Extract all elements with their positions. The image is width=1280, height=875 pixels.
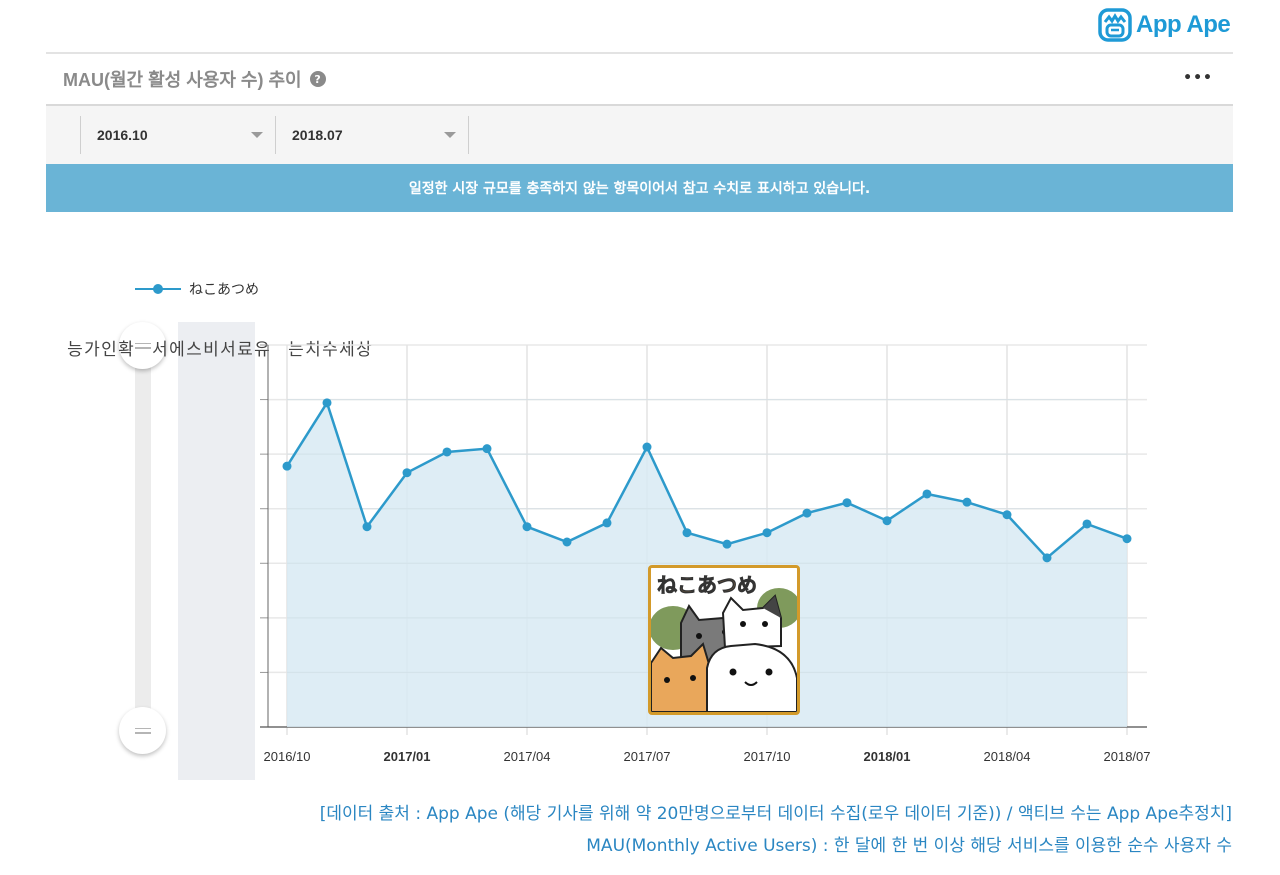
range-slider-track[interactable]	[135, 346, 151, 731]
data-point[interactable]: 2018/05	[1042, 553, 1052, 563]
more-dots-icon[interactable]: •••	[1183, 70, 1213, 86]
reference-notice-banner: 일정한 시장 규모를 충족하지 않는 항목이어서 참고 수치로 표시하고 있습니…	[46, 164, 1233, 212]
legend-label: ねこあつめ	[189, 282, 259, 298]
data-point[interactable]: 2018/02	[922, 489, 932, 499]
data-point[interactable]: 2018/04	[1002, 510, 1012, 520]
data-point[interactable]: 2017/03	[482, 444, 492, 454]
x-tick-label: 2018/07	[1104, 749, 1151, 764]
neko-atsume-app-icon: ねこあつめ	[648, 565, 800, 715]
data-point[interactable]: 2017/02	[442, 447, 452, 457]
data-point[interactable]: 2016/11	[322, 398, 332, 408]
series-area	[287, 402, 1127, 727]
svg-text:ねこあつめ: ねこあつめ	[657, 573, 757, 597]
data-point[interactable]: 2017/12	[842, 498, 852, 508]
data-source-footer: [데이터 출처 : App Ape (해당 기사를 위해 약 20만명으로부터 …	[320, 798, 1232, 862]
end-month-select[interactable]: 2018.07	[275, 116, 469, 154]
data-point[interactable]: 2017/09	[722, 539, 732, 549]
chart-legend[interactable]: ねこあつめ	[135, 279, 259, 299]
brand-name: App Ape	[1136, 11, 1231, 38]
data-point[interactable]: 2018/07	[1122, 534, 1132, 544]
data-point[interactable]: 2018/01	[882, 516, 892, 526]
data-point[interactable]: 2016/10	[282, 461, 292, 471]
start-month-select[interactable]: 2016.10	[80, 116, 275, 154]
page-title: MAU(월간 활성 사용자 수) 추이	[63, 70, 302, 90]
data-point[interactable]: 2016/12	[362, 522, 372, 532]
app-ape-logo[interactable]: App Ape	[1098, 8, 1231, 42]
x-tick-label: 2017/01	[384, 749, 431, 764]
cats-illustration-icon: ねこあつめ	[651, 568, 797, 712]
x-tick-label: 2016/10	[264, 749, 311, 764]
ape-face-icon	[1098, 8, 1132, 42]
data-point[interactable]: 2017/01	[402, 468, 412, 478]
start-month-value: 2016.10	[97, 127, 148, 143]
mau-panel: MAU(월간 활성 사용자 수) 추이 ? ••• 2016.10 2018.0…	[46, 52, 1233, 212]
data-point[interactable]: 2017/10	[762, 528, 772, 538]
range-slider-bottom-handle[interactable]	[119, 707, 166, 754]
mau-definition-note: MAU(Monthly Active Users) : 한 달에 한 번 이상 …	[586, 836, 1232, 856]
data-point[interactable]: 2017/06	[602, 518, 612, 528]
data-point[interactable]: 2018/03	[962, 497, 972, 507]
chevron-down-icon	[444, 132, 456, 138]
data-source-note: [데이터 출처 : App Ape (해당 기사를 위해 약 20만명으로부터 …	[319, 804, 1232, 824]
data-point[interactable]: 2018/06	[1082, 519, 1092, 529]
panel-divider	[46, 52, 1233, 54]
question-circle-icon[interactable]: ?	[309, 71, 326, 87]
x-tick-label: 2017/10	[744, 749, 791, 764]
data-point[interactable]: 2017/11	[802, 508, 812, 518]
date-filter-bar: 2016.10 2018.07	[46, 106, 1233, 164]
x-tick-label: 2017/07	[624, 749, 671, 764]
end-month-value: 2018.07	[292, 127, 343, 143]
legend-line-marker-icon	[135, 284, 181, 294]
panel-header: MAU(월간 활성 사용자 수) 추이 ? •••	[46, 54, 1233, 106]
hidden-values-note: 상 세 수 치 는 유 료 서 비 스 에 서 확 인 가 능	[63, 322, 372, 780]
series-line	[285, 399, 1128, 560]
x-tick-label: 2018/04	[984, 749, 1031, 764]
chevron-down-icon	[251, 132, 263, 138]
range-slider-top-handle[interactable]	[119, 322, 166, 369]
data-point[interactable]: 2017/04	[522, 522, 532, 532]
x-tick-label: 2017/04	[504, 749, 551, 764]
data-point[interactable]: 2017/08	[682, 528, 692, 538]
mau-line-chart: 2016/10 2016/11 2016/12 2017/01 2017/02 2017/…	[260, 344, 1151, 764]
data-point[interactable]: 2017/05	[562, 537, 572, 547]
data-point[interactable]: 2017/07	[642, 442, 652, 452]
x-tick-label: 2018/01	[864, 749, 911, 764]
